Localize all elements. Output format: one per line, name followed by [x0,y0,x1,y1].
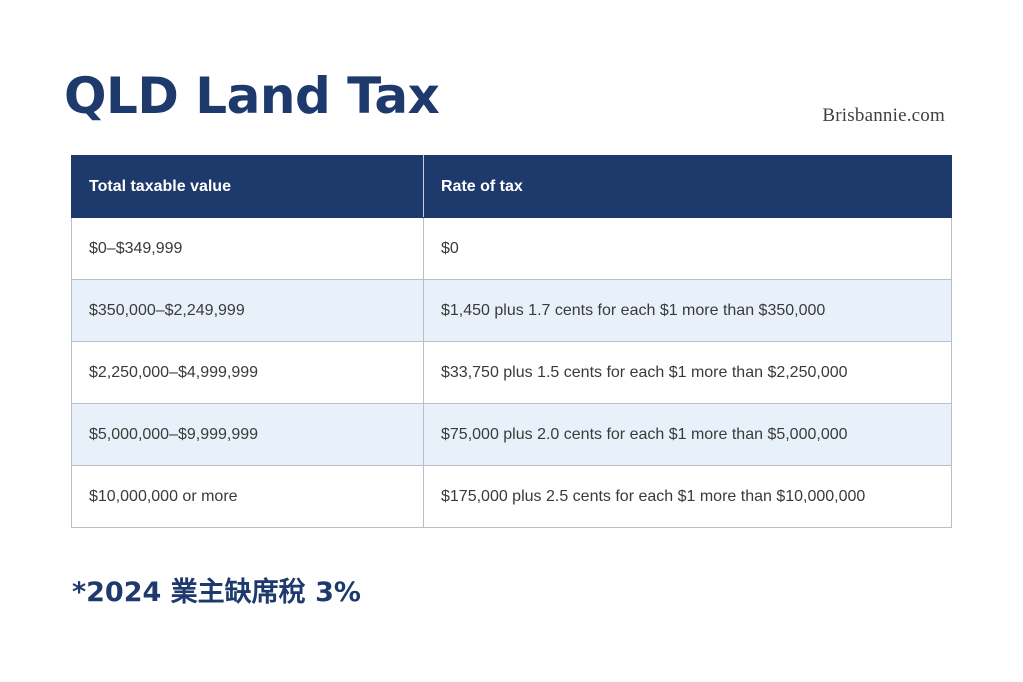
absentee-tax-footnote: *2024 業主缺席稅 3% [72,577,361,608]
table-row: $2,250,000–$4,999,999 $33,750 plus 1.5 c… [71,341,952,404]
rate-of-tax-cell: $175,000 plus 2.5 cents for each $1 more… [423,465,952,528]
taxable-value-cell: $0–$349,999 [71,217,424,280]
table-row: $350,000–$2,249,999 $1,450 plus 1.7 cent… [71,279,952,342]
site-watermark: Brisbannie.com [822,105,945,126]
table-header-row: Total taxable value Rate of tax [71,155,952,218]
column-header-rate-of-tax: Rate of tax [423,155,952,218]
land-tax-table: Total taxable value Rate of tax $0–$349,… [71,155,952,528]
taxable-value-cell: $2,250,000–$4,999,999 [71,341,424,404]
table-row: $0–$349,999 $0 [71,217,952,280]
taxable-value-cell: $350,000–$2,249,999 [71,279,424,342]
table-row: $10,000,000 or more $175,000 plus 2.5 ce… [71,465,952,528]
rate-of-tax-cell: $0 [423,217,952,280]
column-header-taxable-value: Total taxable value [71,155,424,218]
rate-of-tax-cell: $75,000 plus 2.0 cents for each $1 more … [423,403,952,466]
rate-of-tax-cell: $33,750 plus 1.5 cents for each $1 more … [423,341,952,404]
taxable-value-cell: $5,000,000–$9,999,999 [71,403,424,466]
rate-of-tax-cell: $1,450 plus 1.7 cents for each $1 more t… [423,279,952,342]
page-title: QLD Land Tax [64,67,440,125]
table-row: $5,000,000–$9,999,999 $75,000 plus 2.0 c… [71,403,952,466]
taxable-value-cell: $10,000,000 or more [71,465,424,528]
